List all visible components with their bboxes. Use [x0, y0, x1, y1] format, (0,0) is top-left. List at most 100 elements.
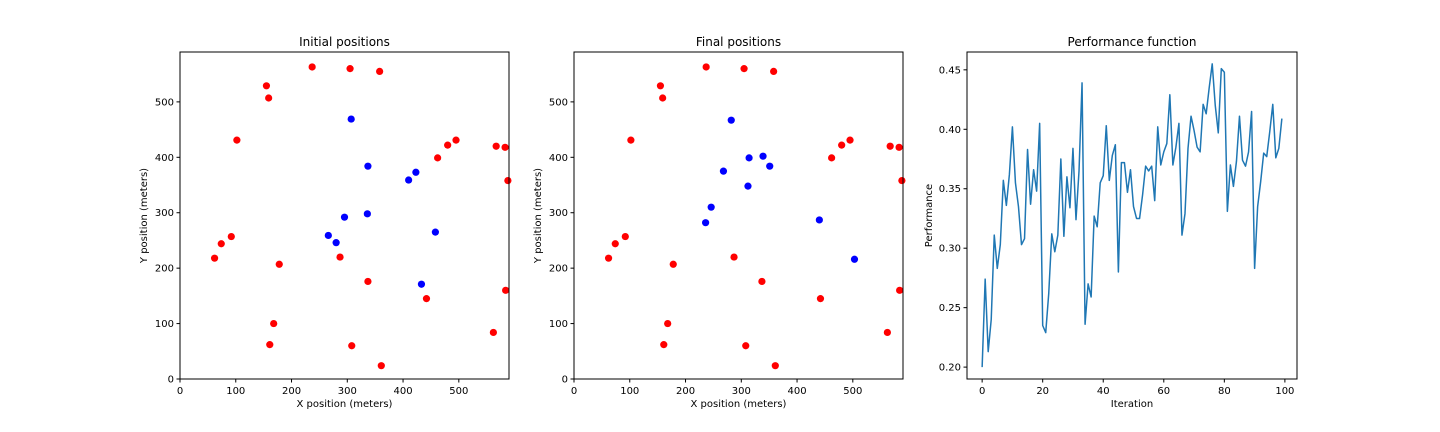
scatter-point: [702, 219, 710, 227]
scatter-point: [266, 341, 274, 349]
chart-panel-3: Performance function 0 20 40 60 80 100 0.20 0.25…: [924, 35, 1298, 410]
scatter-point: [627, 136, 635, 144]
scatter-point: [412, 168, 420, 176]
scatter-point: [233, 136, 241, 144]
x-axis-label: Iteration: [1111, 399, 1153, 410]
y-tick-label: 0.25: [939, 303, 961, 314]
scatter-point: [336, 253, 344, 261]
scatter-point: [719, 167, 728, 175]
scatter-point: [770, 67, 778, 75]
scatter-point: [492, 142, 500, 150]
y-tick-label: 0: [562, 375, 568, 386]
scatter-point: [444, 141, 452, 149]
chart-title: Initial positions: [299, 35, 390, 49]
chart-panel-2: Final positions 0 100 200 300 400 500 0 100 200 30…: [533, 35, 906, 410]
scatter-point: [828, 154, 836, 162]
x-tick-label: 300: [732, 386, 751, 397]
x-tick-label: 100: [1275, 386, 1294, 397]
scatter-point: [604, 254, 613, 262]
scatter-point: [886, 142, 894, 150]
x-tick-label: 40: [1097, 386, 1110, 397]
x-tick-label: 400: [788, 386, 807, 397]
scatter-point: [656, 82, 665, 90]
scatter-point: [501, 143, 509, 151]
x-tick-label: 0: [177, 386, 183, 397]
y-tick-label: 400: [155, 153, 174, 164]
scatter-point: [664, 319, 672, 328]
scatter-point: [660, 341, 668, 349]
y-tick-label: 0.35: [939, 184, 961, 195]
scatter-point: [275, 260, 283, 268]
scatter-point: [417, 280, 426, 288]
scatter-point: [364, 162, 372, 170]
scatter-point: [702, 63, 710, 71]
scatter-point: [759, 152, 767, 160]
scatter-point: [659, 94, 667, 102]
x-axis-label: X position (meters): [691, 399, 787, 410]
y-axis-label: Y position (meters): [533, 168, 544, 264]
series-line: [981, 63, 1283, 368]
scatter-point: [895, 143, 903, 151]
x-tick-label: 200: [282, 386, 301, 397]
y-tick-label: 300: [549, 208, 568, 219]
scatter-point: [346, 65, 354, 73]
scatter-point: [422, 295, 431, 303]
y-tick-label: 0.45: [939, 65, 961, 76]
y-axis-label: Performance: [924, 184, 935, 247]
scatter-point: [377, 362, 385, 370]
scatter-point: [740, 65, 748, 73]
y-tick-label: 0.40: [939, 125, 961, 136]
chart-panel-1: Initial positions 0 100 200 300 400 500 0 100 200…: [139, 35, 512, 410]
scatter-point: [896, 286, 904, 294]
scatter-point: [340, 213, 349, 221]
scatter-point: [489, 328, 497, 337]
scatter-point: [883, 328, 891, 337]
scatter-point: [669, 260, 677, 268]
scatter-point: [758, 277, 766, 286]
scatter-point: [898, 176, 906, 185]
scatter-point: [504, 176, 512, 185]
plot-frame: [573, 51, 904, 380]
y-axis-label: Y position (meters): [139, 168, 150, 264]
scatter-point: [265, 94, 273, 102]
chart-title: Performance function: [1068, 35, 1197, 49]
x-tick-label: 0: [571, 386, 577, 397]
y-tick-label: 0.20: [939, 363, 961, 374]
scatter-point: [611, 240, 619, 248]
scatter-point: [363, 210, 371, 218]
y-tick-label: 0.30: [939, 244, 961, 255]
scatter-point: [308, 63, 316, 71]
scatter-point: [262, 82, 271, 90]
scatter-point: [270, 319, 278, 328]
scatter-point: [434, 154, 442, 162]
scatter-point: [744, 182, 752, 190]
scatter-point: [347, 115, 355, 123]
x-tick-label: 500: [449, 386, 468, 397]
x-tick-label: 100: [226, 386, 245, 397]
y-tick-label: 500: [549, 97, 568, 108]
scatter-point: [730, 253, 738, 261]
scatter-point: [745, 154, 753, 162]
scatter-point: [838, 141, 846, 149]
y-tick-label: 100: [549, 319, 568, 330]
scatter-point: [217, 240, 225, 248]
y-tick-label: 200: [155, 264, 174, 275]
scatter-point: [376, 67, 384, 75]
scatter-point: [348, 342, 356, 350]
scatter-point: [771, 362, 779, 370]
scatter-point: [742, 342, 750, 350]
x-tick-label: 400: [394, 386, 413, 397]
chart-title: Final positions: [696, 35, 781, 49]
y-tick-label: 500: [155, 97, 174, 108]
y-tick-label: 300: [155, 208, 174, 219]
scatter-point: [452, 136, 460, 144]
x-tick-label: 20: [1036, 386, 1049, 397]
scatter-point: [324, 231, 332, 240]
scatter-point: [332, 239, 340, 247]
scatter-point: [227, 232, 235, 241]
scatter-point: [431, 228, 439, 236]
scatter-point: [210, 254, 219, 262]
x-tick-label: 100: [620, 386, 639, 397]
scatter-point: [621, 232, 629, 241]
